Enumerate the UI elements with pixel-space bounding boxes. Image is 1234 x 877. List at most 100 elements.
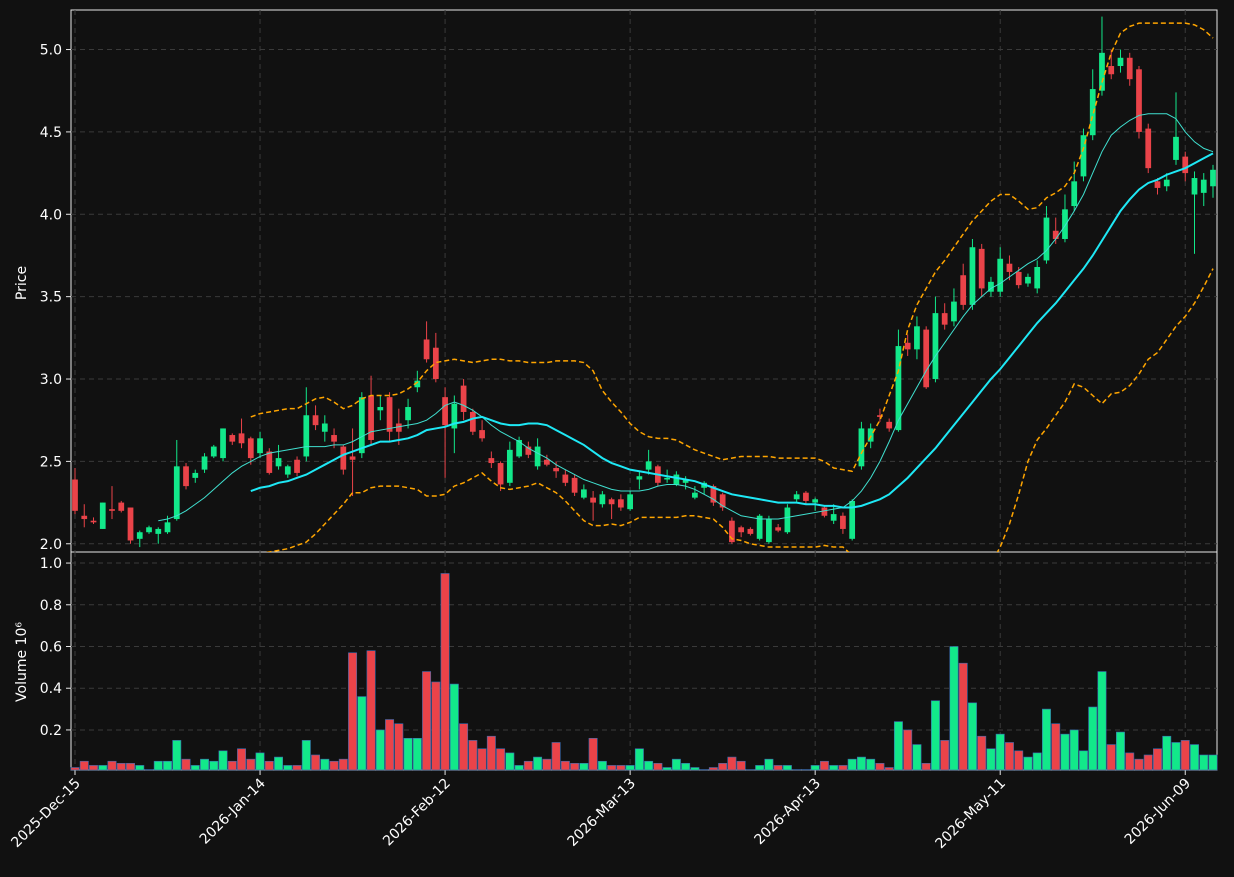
candle-body <box>812 499 818 502</box>
volume-bar <box>718 763 726 770</box>
volume-bar <box>867 759 875 770</box>
candle-body <box>960 275 966 305</box>
candle-body <box>202 456 208 469</box>
volume-bar <box>987 749 995 770</box>
candle-body <box>377 407 383 410</box>
y-tick-label: 1.0 <box>40 556 62 572</box>
volume-bar <box>1070 730 1078 770</box>
volume-bar <box>1163 736 1171 770</box>
volume-bar <box>1005 742 1013 770</box>
volume-bar <box>302 740 310 770</box>
candle-body <box>646 461 652 469</box>
volume-bar <box>1144 755 1152 770</box>
volume-bar <box>561 761 569 770</box>
candle-body <box>970 247 976 305</box>
volume-bar <box>654 763 662 770</box>
candle-body <box>1210 170 1216 186</box>
candle-body <box>1164 180 1170 187</box>
candle-body <box>1182 157 1188 173</box>
volume-bar <box>876 763 884 770</box>
volume-bar <box>348 653 356 770</box>
candle-body <box>405 407 411 420</box>
candle-body <box>81 516 87 519</box>
volume-bar <box>126 763 134 770</box>
volume-bar <box>570 763 578 770</box>
volume-bar <box>80 761 88 770</box>
volume-bar <box>330 761 338 770</box>
volume-bar <box>413 738 421 770</box>
candle-body <box>1016 272 1022 285</box>
candle-body <box>840 516 846 529</box>
candle-body <box>461 386 467 412</box>
candle-body <box>137 532 143 539</box>
y-tick-label: 3.0 <box>40 372 62 388</box>
volume-bar <box>839 765 847 770</box>
candle-body <box>553 468 559 471</box>
volume-bar <box>163 761 171 770</box>
candle-body <box>803 493 809 501</box>
price-axis-title: Price <box>14 266 30 300</box>
volume-bar <box>173 740 181 770</box>
candle-body <box>581 489 587 497</box>
candle-body <box>674 475 680 485</box>
volume-bar <box>496 749 504 770</box>
candle-body <box>303 415 309 456</box>
candle-body <box>1071 181 1077 206</box>
candle-body <box>276 458 282 466</box>
candle-body <box>442 397 448 425</box>
volume-bar <box>247 759 255 770</box>
candle-body <box>285 466 291 474</box>
x-tick-label: 2026-Feb-12 <box>380 776 454 850</box>
volume-bar <box>1172 742 1180 770</box>
volume-bar <box>737 761 745 770</box>
candle-body <box>165 522 171 532</box>
volume-bar <box>1135 759 1143 770</box>
y-tick-label: 2.5 <box>40 454 62 470</box>
volume-bar <box>1153 749 1161 770</box>
candle-body <box>387 397 393 432</box>
candle-body <box>470 412 476 432</box>
candle-body <box>1192 178 1198 194</box>
candle-body <box>359 397 365 453</box>
y-tick-label: 0.2 <box>40 723 62 739</box>
candle-body <box>618 499 624 507</box>
candle-body <box>664 478 670 480</box>
volume-bar <box>422 672 430 770</box>
volume-bar <box>459 724 467 770</box>
volume-bar <box>681 763 689 770</box>
volume-bar <box>1209 755 1217 770</box>
candle-body <box>146 527 152 532</box>
candle-body <box>766 519 772 542</box>
candle-body <box>433 348 439 379</box>
volume-bar <box>237 749 245 770</box>
candle-body <box>331 435 337 442</box>
candle-body <box>1108 66 1114 74</box>
candle-body <box>572 478 578 493</box>
volume-bar <box>626 765 634 770</box>
candle-body <box>1155 181 1161 188</box>
volume-bar <box>635 749 643 770</box>
volume-bar <box>904 730 912 770</box>
candle-body <box>535 447 541 467</box>
candle-body <box>914 326 920 349</box>
volume-bar <box>755 765 763 770</box>
candle-body <box>229 435 235 442</box>
candle-body <box>637 476 643 479</box>
candle-body <box>562 475 568 483</box>
volume-bar <box>931 701 939 770</box>
y-tick-label: 0.8 <box>40 598 62 614</box>
candle-body <box>100 503 106 529</box>
volume-bar <box>607 765 615 770</box>
candle-body <box>211 447 217 457</box>
x-tick-label: 2026-May-11 <box>932 776 1009 853</box>
candle-body <box>831 514 837 521</box>
volume-bar <box>284 765 292 770</box>
y-tick-label: 0.4 <box>40 681 62 697</box>
volume-bar <box>1024 757 1032 770</box>
candle-body <box>627 494 633 509</box>
candle-body <box>118 503 124 511</box>
candle-body <box>748 529 754 534</box>
candle-body <box>1201 180 1207 193</box>
candle-body <box>933 313 939 379</box>
